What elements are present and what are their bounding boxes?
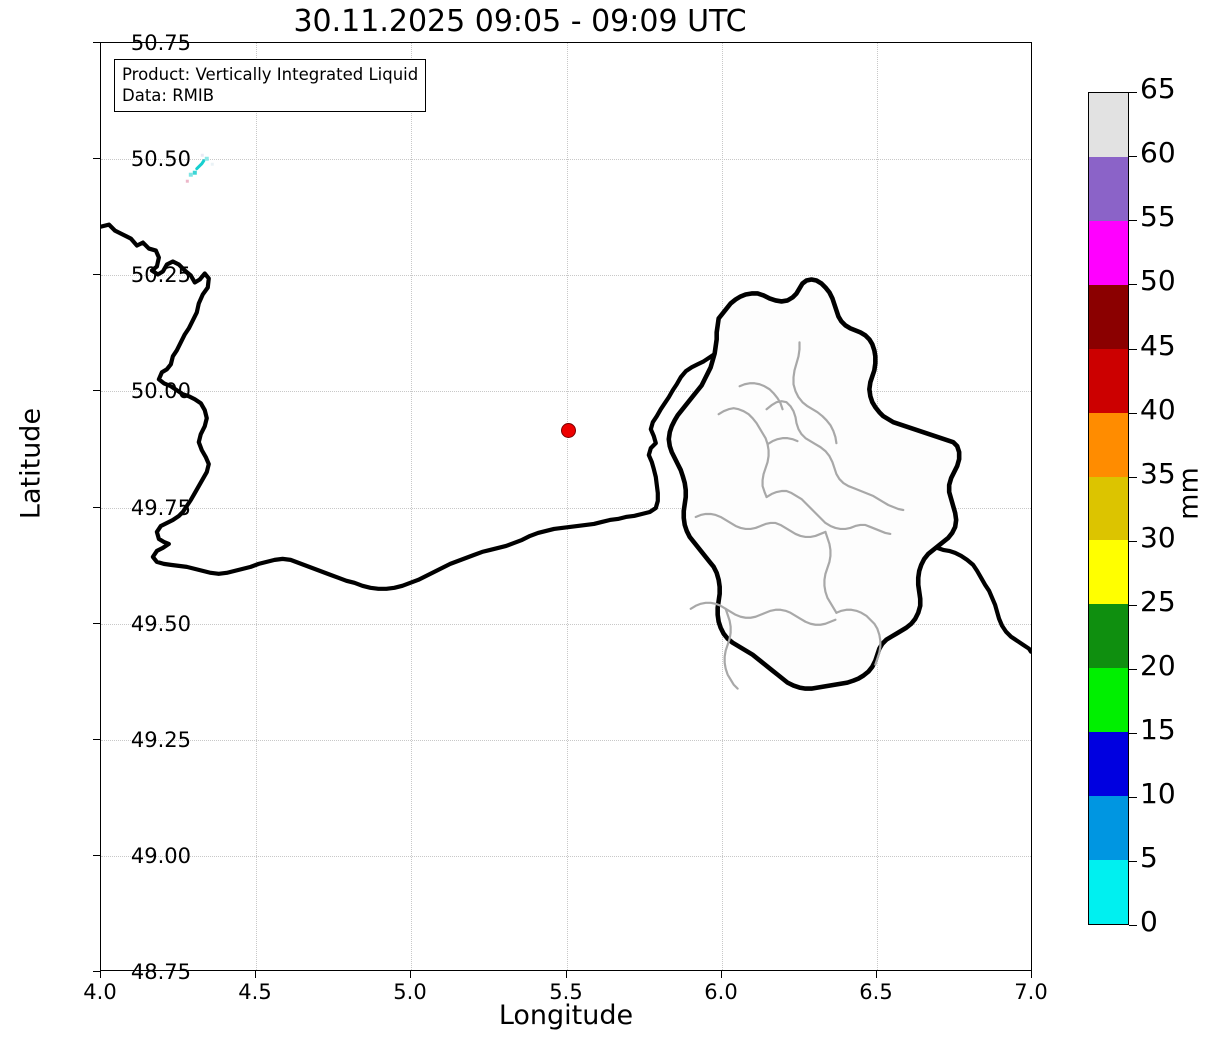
colorbar-tick-5 [1129,861,1137,862]
ticklabel-lat-50.75: 50.75 [130,31,191,55]
colorbar-ticklabel-40: 40 [1140,393,1176,426]
colorbar-ticklabel-60: 60 [1140,136,1176,169]
ticklabel-lat-50.25: 50.25 [130,263,191,287]
tick-lat-49.75 [93,507,100,508]
ticklabel-lat-49.25: 49.25 [130,728,191,752]
colorbar-band-15-20 [1089,668,1128,733]
ticklabel-lon-5.5: 5.5 [549,980,583,1004]
ticklabel-lat-49.75: 49.75 [130,496,191,520]
colorbar-band-60-65 [1089,93,1128,157]
colorbar-band-10-15 [1089,732,1128,797]
colorbar-band-55-60 [1089,156,1128,221]
colorbar-ticklabel-65: 65 [1140,72,1176,105]
colorbar-tick-60 [1129,156,1137,157]
colorbar-ticklabel-55: 55 [1140,200,1176,233]
ticklabel-lon-6.5: 6.5 [859,980,893,1004]
ticklabel-lat-49.50: 49.50 [130,612,191,636]
luxembourg-canton-boundaries [689,341,905,690]
colorbar-ticklabel-30: 30 [1140,521,1176,554]
ticklabel-lat-49.00: 49.00 [130,844,191,868]
colorbar-ticklabel-35: 35 [1140,457,1176,490]
colorbar-tick-45 [1129,349,1137,350]
colorbar-tick-15 [1129,733,1137,734]
national-border-luxembourg [666,277,962,691]
vil-echo-northwest [185,153,214,183]
colorbar-band-35-40 [1089,412,1128,477]
tick-lat-50.25 [93,274,100,275]
tick-lon-4.5 [255,971,256,978]
colorbar-tick-25 [1129,605,1137,606]
tick-lon-7.0 [1031,971,1032,978]
tick-lat-50.50 [93,158,100,159]
colorbar-ticklabel-45: 45 [1140,329,1176,362]
ticklabel-lat-48.75: 48.75 [130,960,191,984]
colorbar-tick-50 [1129,284,1137,285]
colorbar-tick-55 [1129,220,1137,221]
info-product-line: Product: Vertically Integrated Liquid [122,65,419,84]
map-geometry [101,153,1031,691]
colorbar[interactable] [1088,92,1129,925]
colorbar-tick-0 [1129,925,1137,926]
colorbar-unit-label: mm [1173,467,1205,520]
colorbar-tick-65 [1129,92,1137,93]
colorbar-ticklabel-5: 5 [1140,841,1158,874]
ticklabel-lat-50.50: 50.50 [130,147,191,171]
colorbar-ticklabel-50: 50 [1140,264,1176,297]
tick-lat-48.75 [93,971,100,972]
ticklabel-lat-50.00: 50.00 [130,379,191,403]
colorbar-band-5-10 [1089,796,1128,861]
tick-lat-49.50 [93,623,100,624]
colorbar-tick-40 [1129,413,1137,414]
colorbar-tick-35 [1129,477,1137,478]
ticklabel-lon-4.5: 4.5 [238,980,272,1004]
tick-lat-50.75 [93,42,100,43]
ticklabel-lon-5.0: 5.0 [393,980,427,1004]
tick-lon-5.0 [410,971,411,978]
colorbar-tick-30 [1129,541,1137,542]
colorbar-band-45-50 [1089,284,1128,349]
page-title: 30.11.2025 09:05 - 09:09 UTC [293,4,747,39]
colorbar-ticklabel-15: 15 [1140,713,1176,746]
colorbar-ticklabel-0: 0 [1140,905,1158,938]
colorbar-band-20-25 [1089,604,1128,669]
info-box: Product: Vertically Integrated Liquid Da… [114,59,427,113]
colorbar-tick-20 [1129,669,1137,670]
tick-lon-4.0 [100,971,101,978]
ticklabel-lon-7.0: 7.0 [1014,980,1048,1004]
ticklabel-lon-4.0: 4.0 [83,980,117,1004]
x-axis-label: Longitude [498,1000,634,1031]
colorbar-tick-10 [1129,797,1137,798]
colorbar-ticklabel-20: 20 [1140,649,1176,682]
tick-lat-49.00 [93,855,100,856]
map-plot-area[interactable]: Product: Vertically Integrated Liquid Da… [100,42,1032,971]
colorbar-ticklabel-25: 25 [1140,585,1176,618]
colorbar-band-40-45 [1089,348,1128,413]
radar-site-marker[interactable] [561,423,577,438]
colorbar-band-0-5 [1089,860,1128,924]
tick-lat-50.00 [93,390,100,391]
tick-lat-49.25 [93,739,100,740]
colorbar-band-25-30 [1089,540,1128,605]
colorbar-band-50-55 [1089,220,1128,285]
info-data-line: Data: RMIB [122,86,215,106]
tick-lon-6.0 [721,971,722,978]
tick-lon-5.5 [566,971,567,978]
tick-lon-6.5 [876,971,877,978]
colorbar-band-30-35 [1089,476,1128,541]
y-axis-label: Latitude [15,407,47,520]
colorbar-ticklabel-10: 10 [1140,777,1176,810]
ticklabel-lon-6.0: 6.0 [704,980,738,1004]
